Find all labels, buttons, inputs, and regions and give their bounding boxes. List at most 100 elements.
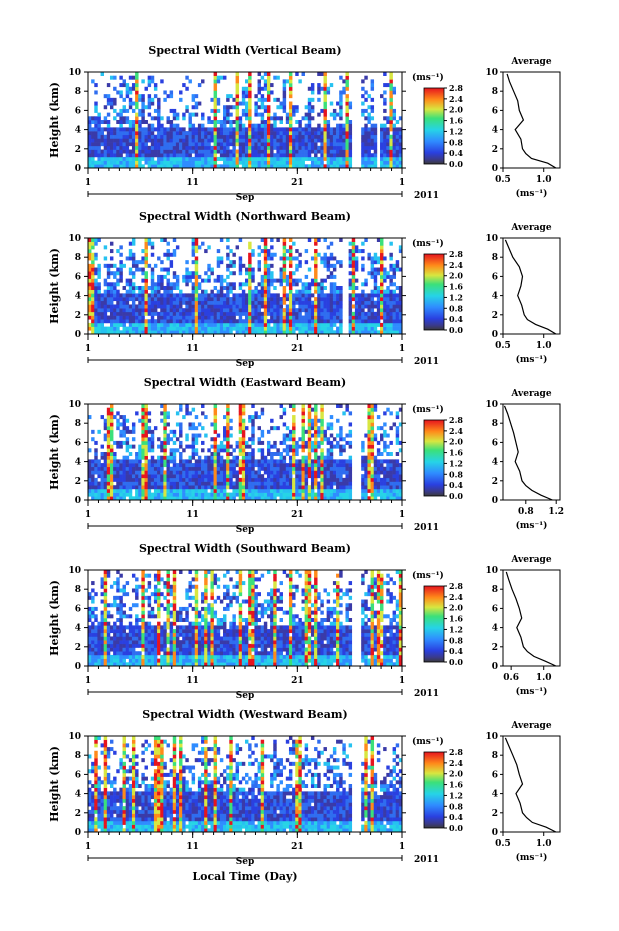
y-tick-label: 6 (75, 438, 81, 448)
colorbar-tick-label: 1.6 (449, 116, 463, 126)
colorbar (423, 253, 445, 331)
average-x-tick-label: 1.0 (536, 839, 552, 849)
average-y-tick-label: 10 (485, 566, 498, 576)
y-tick-label: 8 (75, 253, 81, 263)
average-profile-line (504, 737, 557, 833)
colorbar-tick-label: 0.8 (449, 137, 463, 147)
average-title: Average (510, 223, 551, 233)
x-tick-label: 1 (85, 842, 91, 852)
chart-title: Spectral Width (Southward Beam) (139, 542, 351, 555)
year-label: 2011 (414, 689, 439, 699)
colorbar-tick-label: 1.6 (449, 780, 463, 790)
year-label: 2011 (414, 855, 439, 865)
colorbar-unit: (ms⁻¹) (412, 736, 444, 747)
average-profile-line (506, 73, 557, 169)
average-x-tick-label: 0.8 (518, 507, 534, 517)
x-tick-label: 11 (186, 510, 199, 520)
average-y-tick-label: 8 (492, 87, 498, 97)
month-label: Sep (236, 691, 255, 701)
average-title: Average (510, 57, 551, 67)
average-x-label: (ms⁻¹) (516, 354, 548, 365)
average-x-label: (ms⁻¹) (516, 686, 548, 697)
colorbar-tick-label: 0.8 (449, 303, 463, 313)
colorbar-tick-label: 0.4 (449, 646, 463, 656)
colorbar-tick-label: 0.4 (449, 148, 463, 158)
y-tick-label: 4 (75, 126, 81, 136)
panel-2: Spectral Width (Eastward Beam) Height (km… (48, 376, 564, 535)
average-y-tick-label: 8 (492, 419, 498, 429)
average-frame (502, 237, 561, 335)
average-y-tick-label: 10 (485, 732, 498, 742)
average-frame (502, 735, 561, 833)
average-y-tick-label: 10 (485, 234, 498, 244)
colorbar-tick-label: 0.0 (449, 325, 463, 335)
colorbar-tick-label: 0.0 (449, 159, 463, 169)
y-tick-label: 2 (75, 477, 81, 487)
colorbar-tick-label: 0.4 (449, 314, 463, 324)
average-y-tick-label: 2 (492, 477, 498, 487)
x-tick-label: 1 (399, 510, 405, 520)
y-tick-label: 4 (75, 292, 81, 302)
average-y-tick-label: 2 (492, 809, 498, 819)
average-frame (502, 403, 561, 501)
month-label: Sep (236, 857, 255, 867)
average-x-tick-label: 1.2 (548, 507, 564, 517)
y-tick-label: 6 (75, 770, 81, 780)
colorbar-tick-label: 1.2 (449, 126, 463, 136)
x-tick-label: 21 (291, 344, 304, 354)
average-x-tick-label: 1.0 (536, 673, 552, 683)
x-tick-label: 21 (291, 510, 304, 520)
chart-title: Spectral Width (Westward Beam) (142, 708, 347, 721)
average-y-tick-label: 0 (492, 330, 498, 340)
year-label: 2011 (414, 191, 439, 201)
average-y-tick-label: 6 (492, 770, 498, 780)
y-tick-label: 0 (75, 330, 81, 340)
colorbar-tick-label: 0.0 (449, 657, 463, 667)
colorbar-tick-label: 2.4 (449, 592, 463, 602)
y-tick-label: 2 (75, 809, 81, 819)
colorbar-tick-label: 1.6 (449, 282, 463, 292)
colorbar-tick-label: 2.8 (449, 415, 463, 425)
colorbar-tick-label: 2.0 (449, 437, 463, 447)
average-x-tick-label: 0.6 (503, 673, 519, 683)
panel-1: Spectral Width (Northward Beam) Height (k… (48, 210, 561, 369)
x-tick-label: 1 (399, 178, 405, 188)
average-y-tick-label: 10 (485, 68, 498, 78)
x-tick-label: 11 (186, 178, 199, 188)
y-axis-label: Height (km) (48, 82, 61, 158)
colorbar-unit: (ms⁻¹) (412, 72, 444, 83)
y-tick-label: 6 (75, 106, 81, 116)
average-title: Average (510, 389, 551, 399)
colorbar-unit: (ms⁻¹) (412, 570, 444, 581)
x-tick-label: 1 (399, 676, 405, 686)
x-tick-label: 1 (85, 344, 91, 354)
average-y-tick-label: 2 (492, 311, 498, 321)
heatmap-image (88, 404, 403, 501)
panel-3: Spectral Width (Southward Beam) Height (k… (48, 542, 561, 701)
average-y-tick-label: 2 (492, 643, 498, 653)
heatmap-image (88, 570, 403, 667)
colorbar-tick-label: 2.0 (449, 603, 463, 613)
y-tick-label: 8 (75, 585, 81, 595)
colorbar-tick-label: 2.4 (449, 94, 463, 104)
average-y-tick-label: 4 (492, 458, 498, 468)
chart-title: Spectral Width (Vertical Beam) (148, 44, 341, 57)
colorbar (423, 585, 445, 663)
average-x-label: (ms⁻¹) (516, 852, 548, 863)
colorbar-tick-label: 0.0 (449, 823, 463, 833)
average-x-tick-label: 1.0 (536, 175, 552, 185)
colorbar-tick-label: 0.8 (449, 635, 463, 645)
colorbar-tick-label: 1.2 (449, 458, 463, 468)
colorbar-tick-label: 0.0 (449, 491, 463, 501)
y-tick-label: 4 (75, 790, 81, 800)
average-profile-line (505, 571, 557, 667)
average-y-tick-label: 6 (492, 272, 498, 282)
y-axis-label: Height (km) (48, 248, 61, 324)
colorbar-tick-label: 2.0 (449, 271, 463, 281)
average-y-tick-label: 8 (492, 751, 498, 761)
colorbar-tick-label: 2.4 (449, 260, 463, 270)
average-x-tick-label: 0.5 (495, 341, 511, 351)
x-tick-label: 21 (291, 842, 304, 852)
x-tick-label: 1 (85, 178, 91, 188)
